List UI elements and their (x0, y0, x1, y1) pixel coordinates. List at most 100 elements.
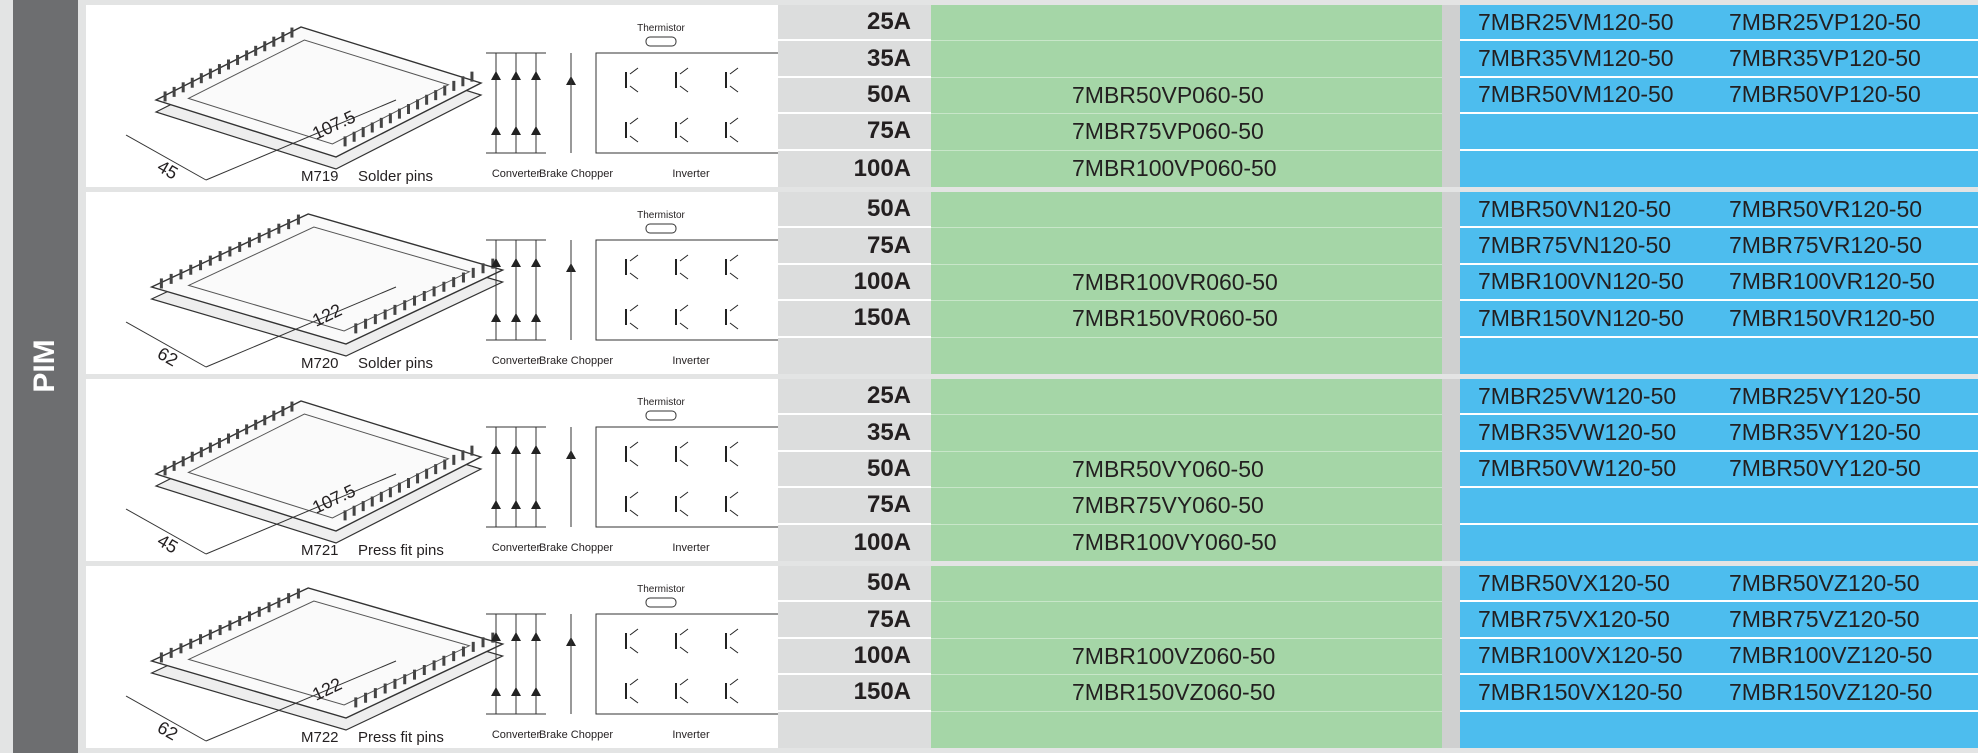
part-600v: 7MBR100VY060-50 (1072, 529, 1277, 556)
pin (491, 632, 495, 643)
rating-cell: 50A (778, 192, 931, 229)
igbt (629, 646, 639, 654)
diode (491, 632, 501, 641)
part-600v: 7MBR100VP060-50 (1072, 155, 1277, 182)
part-1200v-cell: 7MBR35VM120-50 7MBR35VP120-50 (1460, 41, 1978, 78)
pin (296, 214, 300, 225)
pin (267, 602, 271, 613)
part-1200v: 7MBR50VW120-50 (1478, 455, 1677, 482)
pin-type: Solder pins (358, 355, 433, 372)
rating: 50A (866, 80, 911, 108)
pin (442, 655, 446, 666)
model: M720 (301, 355, 339, 372)
rating: 100A (853, 641, 911, 669)
pin (434, 90, 438, 101)
diode (511, 445, 521, 454)
thermistor-label: Thermistor (637, 23, 685, 34)
rating-cell (778, 337, 931, 374)
pin (364, 692, 368, 703)
part-600v-cell (931, 41, 1442, 78)
part-600v-cell (931, 415, 1442, 452)
pin (218, 251, 222, 262)
igbt (729, 646, 739, 654)
part-1200v-cell (1460, 524, 1978, 561)
rating: 100A (853, 528, 911, 556)
pin (245, 50, 249, 61)
pin (254, 45, 258, 56)
chopper-label: Brake Chopper (539, 355, 613, 367)
pin (227, 59, 230, 70)
diode (491, 687, 501, 696)
part-1200v-cell (1460, 114, 1978, 151)
diode (511, 687, 521, 696)
pin (403, 300, 407, 311)
pin (199, 634, 203, 645)
thermistor (645, 36, 677, 47)
dim-line (125, 508, 207, 555)
model: M721 (301, 542, 339, 559)
rating-cell: 25A (778, 5, 931, 42)
schematic-frame (595, 52, 778, 154)
thermistor-label: Thermistor (637, 397, 685, 408)
column-gap (1442, 5, 1460, 187)
pin (287, 219, 291, 230)
pin (397, 108, 401, 119)
part-1200v: 7MBR75VN120-50 (1478, 232, 1672, 259)
part-1200v: 7MBR50VZ120-50 (1729, 569, 1920, 596)
pin (403, 674, 407, 685)
rating: 50A (866, 569, 911, 597)
chopper-label: Brake Chopper (539, 168, 613, 180)
part-1200v: 7MBR75VZ120-50 (1729, 606, 1920, 633)
pin (281, 406, 285, 417)
pin (471, 641, 475, 652)
inverter-label: Inverter (672, 168, 710, 180)
igbt (629, 441, 639, 449)
pin (352, 505, 356, 516)
pin (407, 478, 410, 488)
pin (159, 278, 163, 289)
pin (199, 447, 203, 458)
igbt (729, 85, 739, 93)
dim-width: 62 (154, 717, 181, 744)
igbt (729, 322, 739, 330)
package-box: 62 122 M722 Press fit pins Thermistor Convert… (86, 566, 778, 748)
pin (257, 606, 261, 617)
igbt (729, 509, 739, 517)
part-600v-cell: 7MBR75VP060-50 (931, 114, 1442, 151)
side-strip (13, 0, 78, 753)
igbt (729, 67, 739, 75)
igbt (679, 509, 689, 517)
rating-cell: 35A (778, 41, 931, 78)
pin (379, 117, 383, 128)
pin (208, 442, 212, 453)
igbt (679, 254, 689, 262)
diode (531, 632, 541, 641)
igbt (729, 678, 739, 686)
pin (287, 593, 291, 604)
igbt (729, 628, 739, 636)
igbt (729, 696, 739, 704)
part-1200v-cell: 7MBR75VX120-50 7MBR75VZ120-50 (1460, 602, 1978, 639)
rating: 50A (866, 454, 911, 482)
pin (181, 456, 185, 467)
pin (169, 273, 173, 284)
pin (217, 64, 221, 75)
inverter-label: Inverter (672, 729, 710, 741)
rating: 25A (866, 382, 911, 410)
part-1200v-cell: 7MBR35VW120-50 7MBR35VY120-50 (1460, 415, 1978, 452)
package-box: 45 107.5 M721 Press fit pins Thermistor Conve… (86, 379, 778, 561)
part-600v: 7MBR75VY060-50 (1072, 492, 1264, 519)
part-600v-cell: 7MBR75VY060-50 (931, 488, 1442, 525)
side-label: PIM (28, 339, 61, 393)
part-600v-cell: 7MBR50VY060-50 (931, 451, 1442, 489)
igbt (729, 135, 739, 143)
pin (370, 496, 374, 507)
part-600v-cell: 7MBR150VR060-50 (931, 301, 1442, 338)
thermistor-label: Thermistor (637, 584, 685, 595)
part-1200v-cell: 7MBR150VX120-50 7MBR150VZ120-50 (1460, 675, 1978, 712)
pin (199, 260, 203, 271)
igbt (679, 646, 689, 654)
